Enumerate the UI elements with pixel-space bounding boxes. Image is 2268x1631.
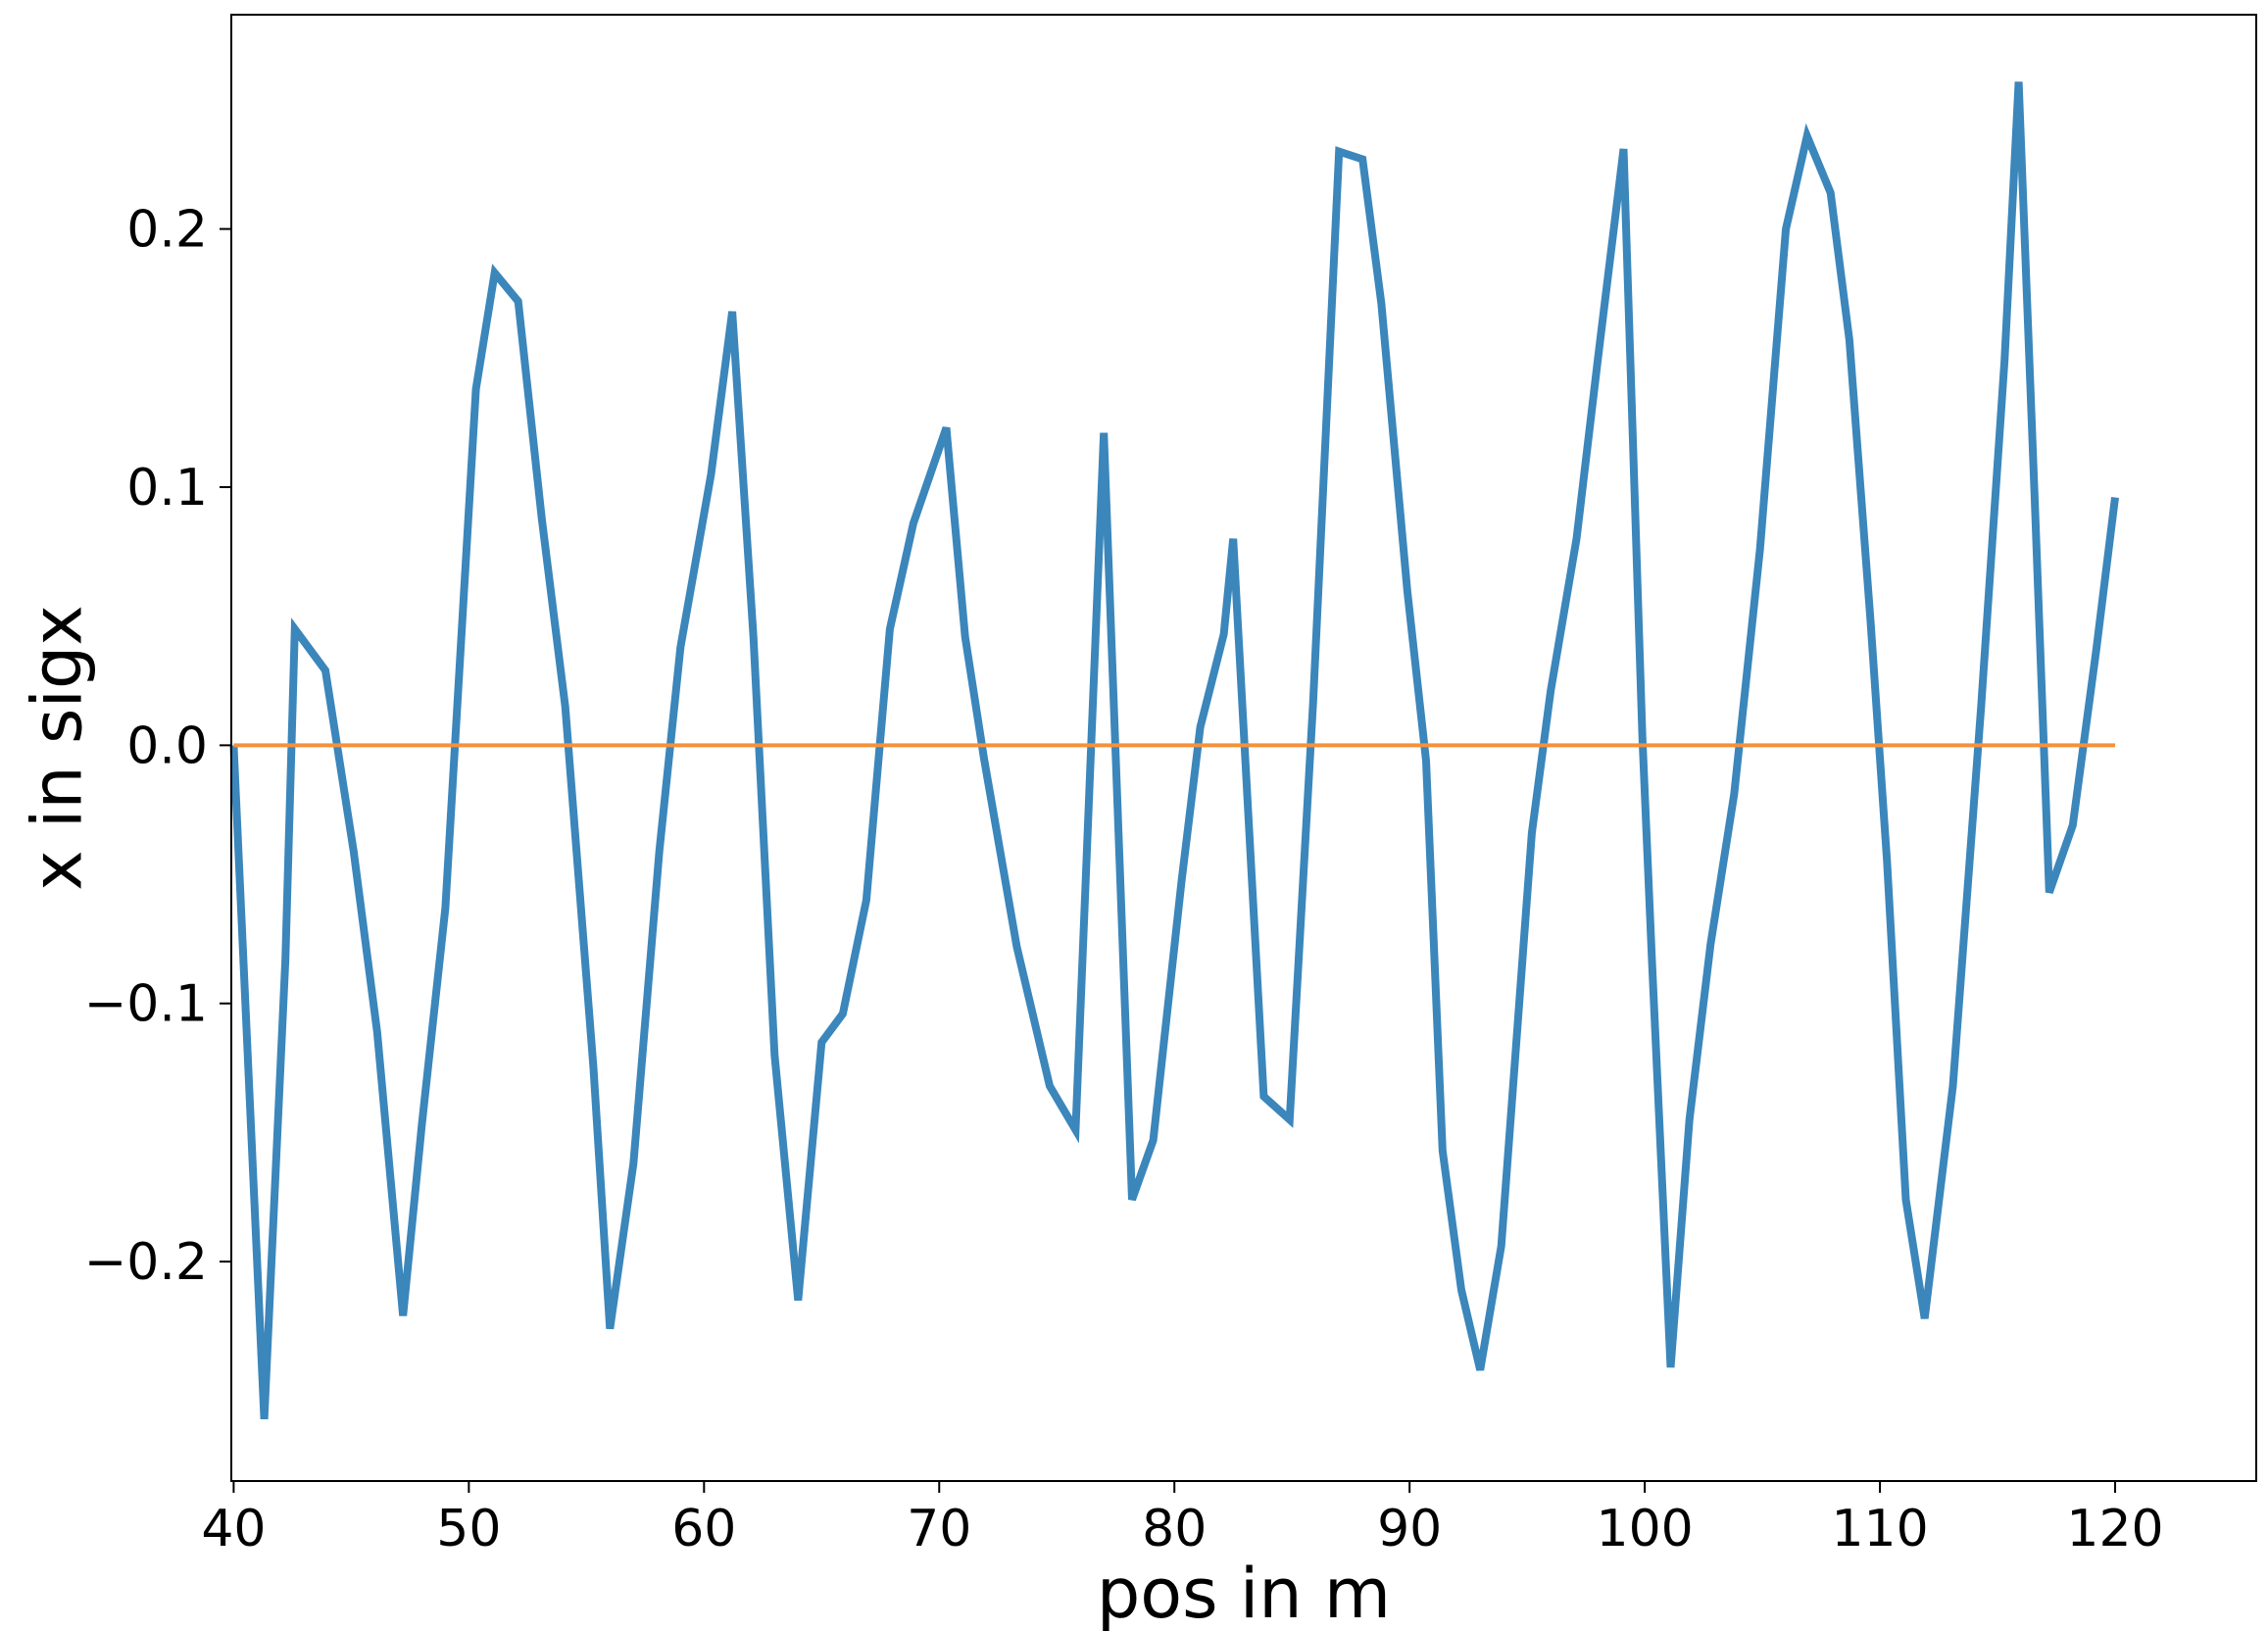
x-tick-label: 80 <box>1142 1500 1207 1558</box>
x-tick-label: 100 <box>1596 1500 1693 1558</box>
y-tick-label: 0.1 <box>126 459 208 518</box>
x-tick-label: 60 <box>671 1500 736 1558</box>
x-axis-ticks: 40 50 60 70 80 90 100 110 120 <box>201 1481 2164 1558</box>
series-line-1 <box>229 81 2119 1419</box>
x-axis-label: pos in m <box>1097 1554 1391 1631</box>
series-layer <box>229 81 2119 1419</box>
x-tick-label: 120 <box>2066 1500 2163 1558</box>
x-tick-label: 40 <box>201 1500 266 1558</box>
y-axis-ticks: −0.2 −0.1 0.0 0.1 0.2 <box>84 201 231 1292</box>
y-tick-label: −0.2 <box>84 1233 208 1292</box>
x-tick-label: 70 <box>907 1500 971 1558</box>
y-tick-label: 0.0 <box>126 717 208 775</box>
x-tick-label: 110 <box>1831 1500 1928 1558</box>
y-tick-label: −0.1 <box>84 975 208 1034</box>
x-tick-label: 50 <box>436 1500 501 1558</box>
y-axis-label: x in sigx <box>18 605 98 891</box>
y-tick-label: 0.2 <box>126 201 208 260</box>
plot-frame <box>230 14 2257 1482</box>
x-tick-label: 90 <box>1377 1500 1442 1558</box>
